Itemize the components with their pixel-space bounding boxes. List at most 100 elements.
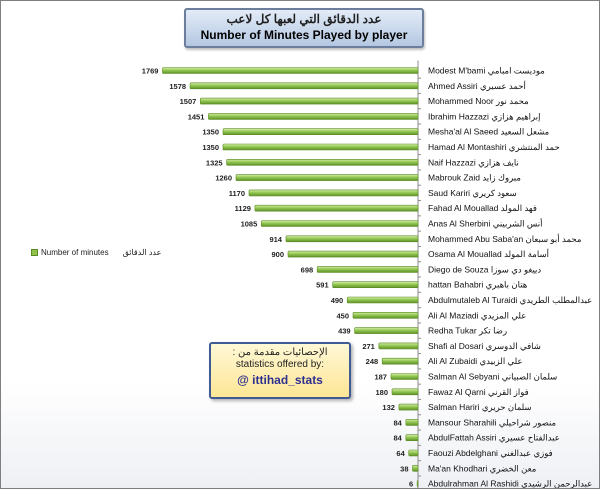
data-label: 1260	[215, 174, 232, 183]
bar	[162, 67, 419, 74]
bar	[248, 189, 419, 197]
bar	[391, 388, 419, 396]
data-label: 1451	[188, 112, 205, 121]
bar	[235, 174, 419, 181]
category-label: Fahad Al Mouallad فهد المولد	[428, 203, 537, 214]
data-label: 271	[362, 342, 375, 351]
category-label: Mohammed Abu Saba'an محمد أبو سبعان	[428, 232, 582, 245]
data-label: 1170	[229, 189, 245, 198]
chart-title-english: Number of Minutes Played by player	[200, 28, 408, 42]
bar	[226, 159, 419, 166]
category-label: Naif Hazzazi نايف هزازي	[428, 157, 519, 168]
data-label: 1129	[235, 204, 251, 213]
bar	[332, 281, 419, 289]
data-label: 914	[269, 235, 282, 244]
category-label: Saud Kariri سعود كريري	[428, 188, 517, 199]
bar	[189, 82, 419, 90]
data-label: 1507	[180, 97, 197, 106]
bar	[405, 434, 419, 442]
bar	[412, 464, 419, 472]
bar	[416, 480, 419, 487]
category-label: Mansour Sharahili منصور شراحيلي	[428, 417, 557, 428]
data-label: 698	[301, 265, 314, 274]
data-label: 64	[396, 449, 405, 458]
bar	[405, 419, 419, 426]
category-label: Osama Al Mouallad أسامة المولد	[428, 247, 549, 260]
data-label: 180	[375, 388, 388, 397]
bar	[260, 220, 419, 227]
data-label: 591	[316, 281, 329, 290]
stats-credit-box: الإحصائيات مقدمة من : statistics offered…	[209, 342, 351, 399]
category-label: Mohammed Noor محمد نور	[428, 96, 529, 107]
category-label: Shafi al Dosari شافي الدوسري	[428, 341, 541, 352]
data-label: 6	[409, 480, 413, 488]
data-label: 450	[336, 311, 349, 320]
category-label: Fawaz Al Qarni فواز القرني	[428, 387, 529, 398]
data-label: 439	[338, 327, 351, 336]
category-label: Ahmed Assiri أحمد عسيري	[428, 79, 526, 92]
legend-label-english: Number of minutes	[41, 248, 109, 257]
data-label: 1325	[206, 158, 223, 167]
bar	[287, 250, 419, 258]
stats-credit-arabic: الإحصائيات مقدمة من :	[232, 347, 328, 358]
data-label: 38	[400, 464, 408, 473]
bar	[354, 327, 419, 334]
category-label: Salman Hariri سلمان حريري	[428, 402, 532, 413]
category-label: Mabrouk Zaid مبروك زايد	[428, 173, 521, 184]
category-label: Ibrahim Hazzazi إبراهيم هزازي	[428, 111, 540, 122]
stats-credit-english: statistics offered by:	[235, 359, 325, 370]
category-label: Ali Al Zubaidi علي الزبيدي	[428, 356, 523, 367]
category-label: Salman Al Sebyani سلمان الصبياني	[428, 372, 557, 382]
bar	[378, 342, 419, 350]
bar	[381, 357, 419, 365]
category-label: Redha Tukar رضا تكر	[428, 326, 507, 337]
data-label: 1578	[169, 82, 186, 91]
bar	[408, 449, 419, 457]
bar	[222, 143, 419, 151]
data-label: 490	[331, 296, 344, 305]
category-label: Ma'an Khodhari معن الخضري	[428, 463, 537, 474]
category-label: Modest M'bami موديست امبامي	[428, 66, 545, 77]
legend-swatch-icon	[31, 249, 38, 257]
bar	[316, 266, 419, 273]
data-label: 248	[366, 357, 379, 366]
bar	[200, 97, 419, 105]
category-label: Anas Al Sherbini أنس الشربيني	[428, 217, 542, 230]
category-label: Faouzi Abdelghani فوزي عبدالغني	[428, 448, 553, 459]
bar	[390, 373, 419, 380]
category-label: hattan Bahabri هتان باهبري	[428, 280, 528, 291]
stats-credit-handle: @ ittihad_stats	[237, 373, 323, 387]
chart-title-box: عدد الدقائق التي لعبها كل لاعب Number of…	[184, 8, 424, 48]
data-label: 1085	[241, 220, 258, 229]
category-label: Ali Al Maziadi علي المزيدي	[428, 310, 526, 321]
category-label: Abdulrahman Al Rashidi عبدالرحمن الرشيدي	[428, 479, 592, 488]
legend: Number of minutes عدد الدقائق	[31, 246, 161, 260]
bar	[398, 403, 419, 411]
chart-title-arabic: عدد الدقائق التي لعبها كل لاعب	[226, 12, 382, 26]
category-label: Abdulmutaleb Al Turaidi عبدالمطلب الطريد…	[428, 295, 592, 306]
bar	[285, 235, 419, 243]
data-label: 132	[382, 403, 395, 412]
category-label: Hamad Al Montashiri حمد المنتشري	[428, 142, 560, 153]
data-label: 187	[374, 373, 387, 382]
x-axis: 020040060080010001200140016001800	[417, 60, 421, 488]
bar	[352, 311, 419, 319]
category-labels: Modest M'bami موديست امبامي Ahmed Assiri …	[428, 66, 592, 489]
category-label: AbdulFattah Assiri عبدالفتاح عسيري	[428, 433, 560, 444]
category-label: Mesha'al Al Saeed مشعل السعيد	[428, 127, 550, 137]
data-label: 1350	[202, 128, 219, 137]
data-label: 84	[394, 434, 403, 443]
bar-series: 1769 1578 1507 1451 1350 1350 1325 1260 1170 1129…	[142, 67, 419, 488]
data-label: 84	[394, 418, 403, 427]
bar	[222, 128, 419, 135]
bar	[254, 204, 419, 212]
category-label: Diego de Souza دييغو دي سوزا	[428, 264, 541, 275]
data-label: 1769	[142, 67, 159, 76]
bar	[346, 296, 419, 304]
bar	[208, 113, 419, 120]
data-label: 900	[271, 250, 284, 259]
data-label: 1350	[202, 143, 219, 152]
legend-label-arabic: عدد الدقائق	[122, 248, 162, 257]
